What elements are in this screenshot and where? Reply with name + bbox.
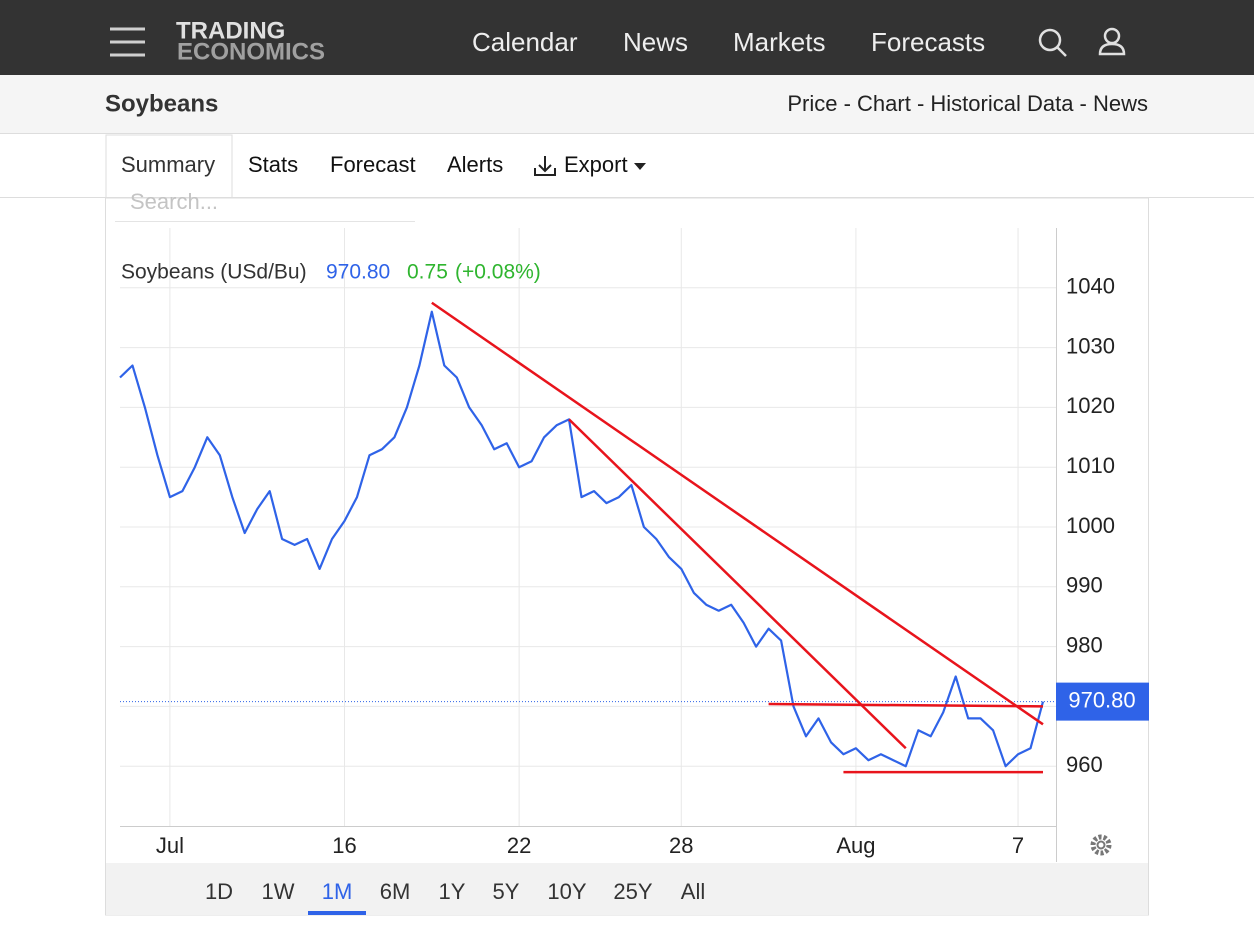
export-icon [534, 156, 556, 176]
y-tick-label: 980 [1066, 632, 1103, 657]
y-tick-label: 1010 [1066, 453, 1115, 478]
range-button[interactable]: 6M [380, 879, 411, 904]
trend-line [568, 418, 907, 750]
y-tick-label: 1000 [1066, 513, 1115, 538]
chart-frame [105, 197, 1149, 916]
range-button[interactable]: 10Y [547, 879, 586, 904]
legend-price: 970.80 [326, 261, 390, 284]
sub-bar [0, 75, 1254, 133]
tab[interactable]: Alerts [447, 152, 503, 177]
nav-link[interactable]: Forecasts [871, 27, 985, 57]
tab[interactable]: Stats [248, 152, 298, 177]
settings-icon[interactable] [1090, 834, 1112, 856]
range-button[interactable]: 25Y [613, 879, 652, 904]
range-button[interactable]: All [681, 879, 705, 904]
logo-bottom[interactable]: ECONOMICS [177, 38, 325, 65]
search-glass [1038, 28, 1062, 52]
nav-link[interactable]: Calendar [472, 27, 578, 57]
page-title: Soybeans [105, 90, 218, 117]
legend-change-pct: (+0.08%) [455, 261, 541, 284]
y-tick-label: 960 [1066, 752, 1103, 777]
nav-link[interactable]: News [623, 27, 688, 57]
search-input[interactable]: Search... [130, 189, 218, 214]
x-tick-label: 28 [669, 833, 693, 858]
search-icon[interactable] [1038, 28, 1067, 57]
nav-link[interactable]: Markets [733, 27, 825, 57]
gear-teeth [1090, 834, 1112, 856]
x-tick-label: Jul [156, 833, 184, 858]
price-tag-label: 970.80 [1068, 687, 1135, 712]
y-tick-label: 1040 [1066, 274, 1115, 299]
range-bar [106, 863, 1148, 915]
tab[interactable]: Summary [121, 152, 215, 177]
top-bar [0, 0, 1254, 75]
legend-name: Soybeans (USd/Bu) [121, 261, 307, 284]
range-button[interactable]: 1W [262, 879, 295, 904]
range-button[interactable]: 1D [205, 879, 233, 904]
y-tick-label: 1030 [1066, 333, 1115, 358]
gear-center [1096, 840, 1106, 850]
tab[interactable]: Export [564, 152, 628, 177]
menu-button[interactable] [110, 27, 145, 57]
y-tick-label: 1020 [1066, 393, 1115, 418]
logo-top[interactable]: TRADING [176, 17, 285, 44]
range-button[interactable]: 5Y [493, 879, 520, 904]
y-tick-label: 990 [1066, 573, 1103, 598]
x-tick-label: Aug [836, 833, 875, 858]
x-tick-label: 16 [332, 833, 356, 858]
active-tab [105, 134, 233, 197]
user-body [1098, 42, 1126, 56]
icon-path [534, 164, 556, 176]
user-icon[interactable] [1098, 27, 1126, 56]
range-button[interactable]: 1Y [439, 879, 466, 904]
range-underline [308, 911, 366, 915]
trend-line [431, 301, 1044, 726]
price-line [119, 310, 1045, 768]
range-button[interactable]: 1M [322, 879, 353, 904]
search-handle [1056, 46, 1067, 57]
x-tick-label: 22 [507, 833, 531, 858]
price-tag [1056, 682, 1149, 721]
plot: 96097098099010001010102010301040Jul16222… [119, 228, 1149, 862]
legend-change: 0.75 [407, 261, 448, 284]
tab[interactable]: Forecast [330, 152, 416, 177]
x-tick-label: 7 [1012, 833, 1024, 858]
caret [634, 163, 646, 170]
trend-line [768, 702, 1044, 708]
page-links[interactable]: Price - Chart - Historical Data - News [787, 91, 1148, 116]
range-buttons: 1D 1W 1M 6M 1Y 5Y 10Y 25Y All [205, 879, 705, 915]
